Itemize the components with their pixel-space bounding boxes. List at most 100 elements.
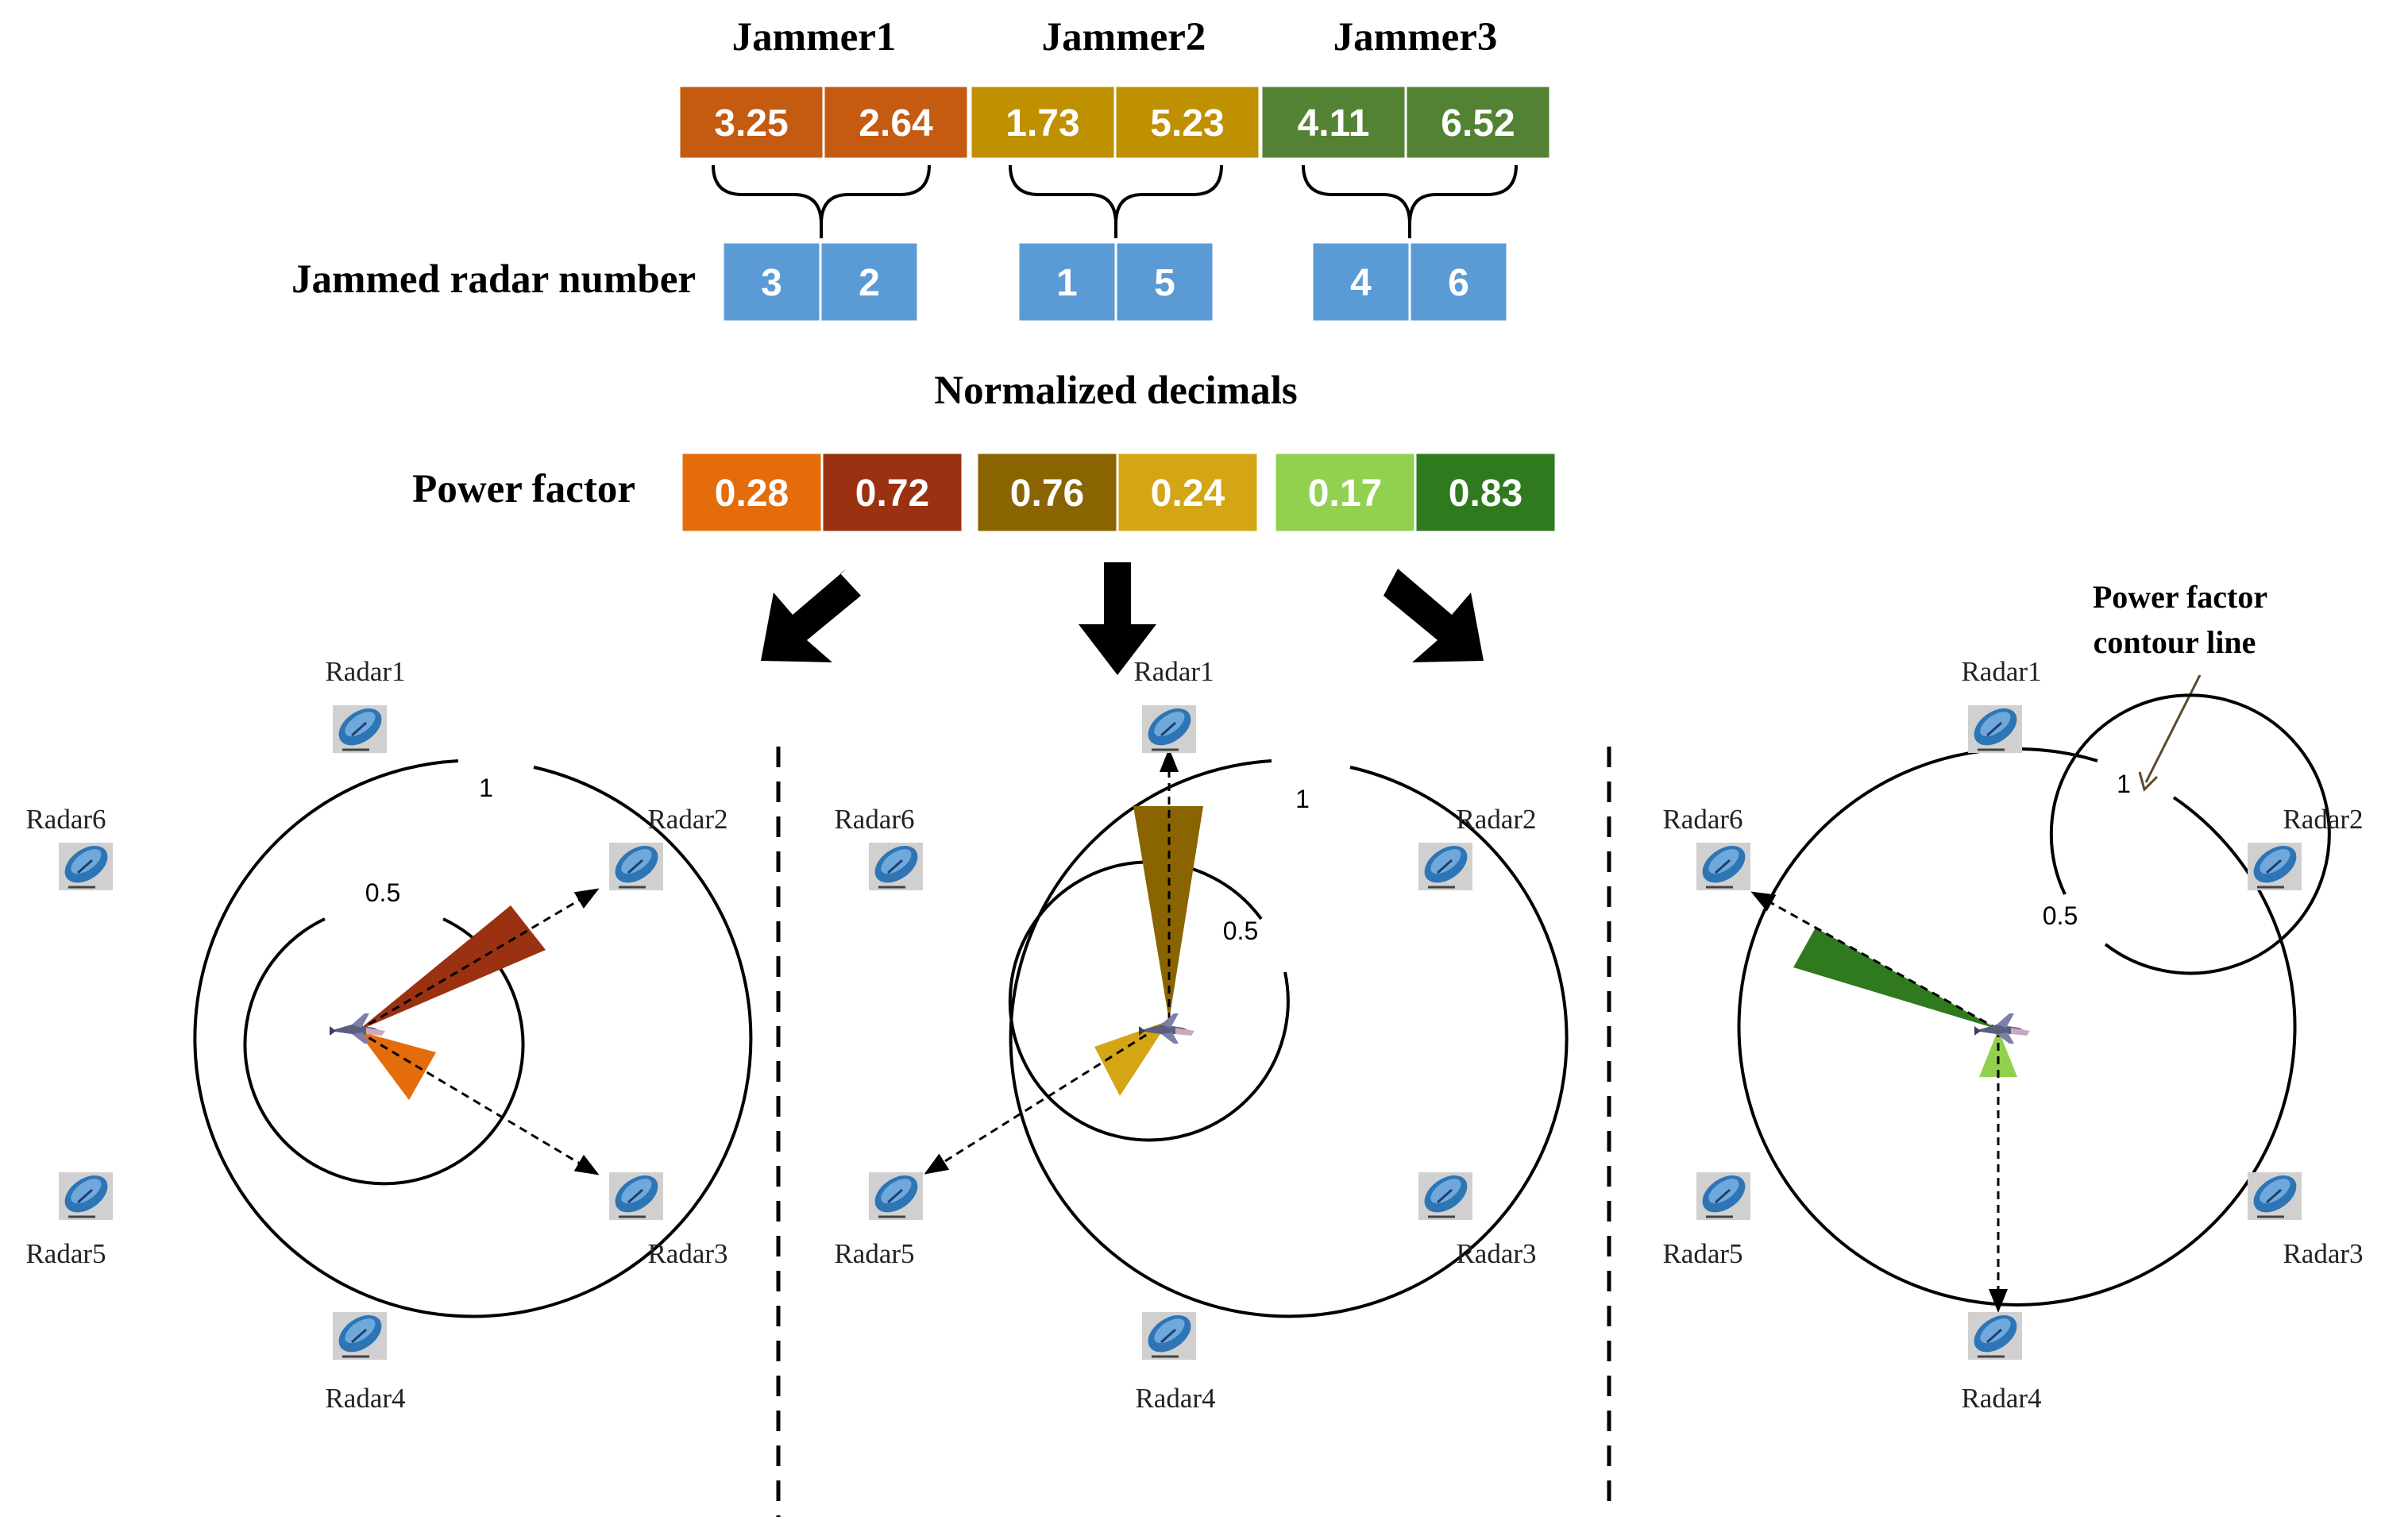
jammer3-radar-2-value: 6 — [1448, 262, 1469, 304]
contour-line-annotation: Power factor contour line — [2093, 579, 2267, 792]
panel1-radar4-label: Radar4 — [325, 1383, 405, 1414]
jammer1-factor-1-box — [680, 451, 824, 534]
panel1-beam-radar2 — [357, 905, 546, 1031]
panel1-radar2-label: Radar2 — [647, 804, 727, 835]
panel1-radar1-icon — [330, 699, 390, 755]
jammer-headers: Jammer1 Jammer2 Jammer3 — [732, 15, 1498, 60]
jammer2-factor-2-box — [1116, 451, 1260, 534]
panel1-link-radar2 — [357, 888, 600, 1032]
jammer3-factor-2: 0.83 — [1414, 451, 1557, 534]
contour-note-line1: Power factor — [2093, 579, 2267, 615]
panel2-rings — [1008, 759, 1569, 1318]
jammer2-gene-1-value: 1.73 — [1005, 102, 1079, 145]
jammer3-gene-2-box — [1404, 84, 1552, 160]
panel2-beam-radar1 — [1133, 806, 1203, 1021]
power-factor-label: Power factor — [412, 467, 635, 511]
jammer2-gene-2-value: 5.23 — [1150, 102, 1224, 145]
panel3-ring-label-1: 1 — [2117, 770, 2131, 798]
jammer1-title: Jammer1 — [732, 15, 897, 60]
jammer3-gene-2-value: 6.52 — [1441, 102, 1515, 145]
jammer1-gene-1-box — [677, 84, 825, 160]
panel2-radar2-label: Radar2 — [1456, 804, 1536, 835]
panel3-radar2-label: Radar2 — [2283, 804, 2363, 835]
panel2-ring-label-1: 1 — [1295, 785, 1310, 813]
jammer2-factor-1-box — [975, 451, 1119, 534]
panel2-radar6-icon — [866, 836, 926, 892]
jammer3-gene-2: 6.52 — [1404, 84, 1552, 160]
jammer3-factor-2-value: 0.83 — [1449, 473, 1522, 515]
jammer1-factor-1-value: 0.28 — [715, 473, 789, 515]
power-factor-cells: 0.28 0.72 0.76 0.24 0.17 0.83 — [680, 451, 1557, 534]
jammer2-radar-2: 5 — [1114, 241, 1215, 323]
panel3-radar1-icon — [1966, 699, 2025, 755]
arrow-to-jammer3-panel — [1384, 569, 1484, 662]
normalized-decimals-label: Normalized decimals — [934, 369, 1297, 413]
panel2-radar6-label: Radar6 — [834, 804, 914, 835]
panel3-radar3-label: Radar3 — [2283, 1238, 2363, 1269]
jammer1-factor-2: 0.72 — [820, 451, 964, 534]
jammer3-factor-1-value: 0.17 — [1308, 473, 1382, 515]
panel1-ring-label-0.5: 0.5 — [365, 878, 400, 907]
arrow-to-jammer2-panel — [1079, 562, 1156, 675]
jammer3-title: Jammer3 — [1333, 15, 1498, 60]
panel3-radar6-icon — [1694, 836, 1754, 892]
jammer2-title: Jammer2 — [1042, 15, 1206, 60]
panel2-radar2-icon — [1416, 836, 1476, 892]
panel2-radar4-icon — [1140, 1306, 1199, 1361]
arrow-to-jammer1-panel — [761, 569, 861, 662]
jammer3-factor-2-box — [1414, 451, 1557, 534]
jammer3-factor-1: 0.17 — [1273, 451, 1417, 534]
panel3-link-radar6 — [1750, 891, 1999, 1031]
panel1-radar2-icon — [607, 836, 666, 892]
jammer3-factor-1-box — [1273, 451, 1417, 534]
panel-jammer1: 1 0.5 Radar1 Radar2 Radar3 Radar4 Radar5… — [25, 656, 753, 1414]
panel1-radar5-icon — [56, 1166, 116, 1222]
contour-pointer-arrow — [2144, 674, 2202, 783]
gene-braces — [712, 164, 1518, 238]
jammer3-gene-1-box — [1260, 84, 1407, 160]
panel1-radar1-label: Radar1 — [325, 656, 405, 687]
panel1-radar4-icon — [330, 1306, 390, 1361]
jammer1-radar-1-value: 3 — [761, 262, 782, 304]
jammer1-factor-2-box — [820, 451, 964, 534]
jammed-radar-number-label: Jammed radar number — [291, 257, 696, 302]
jammer2-factor-2-value: 0.24 — [1151, 473, 1225, 515]
jammer3-gene-1: 4.11 — [1260, 84, 1407, 160]
panel3-radar4-label: Radar4 — [1961, 1383, 2041, 1414]
panel3-radar2-icon — [2245, 836, 2305, 892]
jammer2-gene-1-box — [969, 84, 1117, 160]
panel1-radar3-label: Radar3 — [647, 1238, 727, 1269]
jammer1-factor-1: 0.28 — [680, 451, 824, 534]
jammer3-gene-1-value: 4.11 — [1298, 102, 1370, 145]
panel2-radar1-icon — [1140, 699, 1199, 755]
panel2-radar3-label: Radar3 — [1456, 1238, 1536, 1269]
panel1-rings — [193, 759, 753, 1318]
jammer1-radar-2: 2 — [819, 241, 920, 323]
contour-note-line2: contour line — [2094, 624, 2256, 660]
panel1-ring-label-1: 1 — [479, 774, 493, 802]
jammer3-radar-1: 4 — [1310, 241, 1411, 323]
panel2-ring-label-0.5: 0.5 — [1223, 917, 1258, 945]
jammer3-radar-1-value: 4 — [1350, 262, 1372, 304]
jammer1-radar-2-box — [819, 241, 920, 323]
jammer1-gene-2-box — [822, 84, 970, 160]
panel1-beam-radar3 — [357, 1031, 436, 1100]
panel1-radar3-icon — [607, 1166, 666, 1222]
panel2-beam-radar5 — [1094, 1021, 1169, 1096]
jammer1-factor-2-value: 0.72 — [855, 473, 929, 515]
panel3-radar5-label: Radar5 — [1662, 1238, 1742, 1269]
jammer2-gene-2-box — [1113, 84, 1261, 160]
panel3-aircraft — [1974, 1013, 2030, 1044]
gene-cells: 3.25 2.64 1.73 5.23 4.11 6.52 — [677, 84, 1552, 160]
jammer1-gene-1-value: 3.25 — [714, 102, 788, 145]
jammer2-gene-1: 1.73 — [969, 84, 1117, 160]
panel1-radar5-label: Radar5 — [25, 1238, 106, 1269]
jammer2-factor-1: 0.76 — [975, 451, 1119, 534]
panel3-radar3-icon — [2245, 1166, 2305, 1222]
panel2-radar5-label: Radar5 — [834, 1238, 914, 1269]
panel1-radar6-icon — [56, 836, 116, 892]
jammer1-radar-1: 3 — [721, 241, 822, 323]
panel3-radar6-label: Radar6 — [1662, 804, 1742, 835]
panel3-ring-label-0.5: 0.5 — [2043, 901, 2078, 930]
jammer2-radar-1-box — [1017, 241, 1117, 323]
